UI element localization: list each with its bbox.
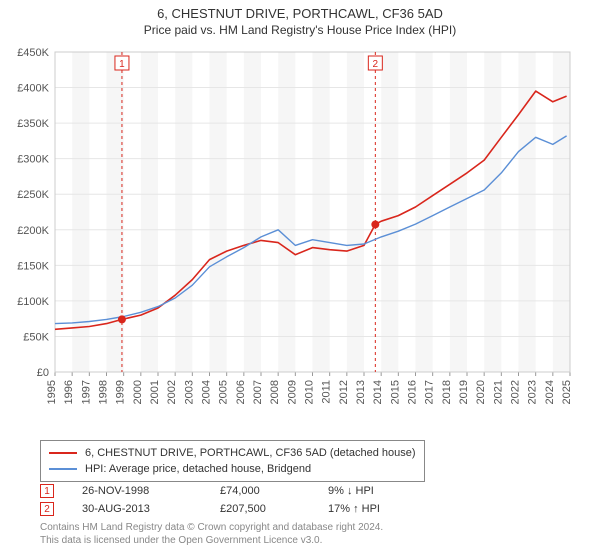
svg-text:2001: 2001 <box>149 380 161 404</box>
svg-text:2013: 2013 <box>355 380 367 404</box>
svg-text:2000: 2000 <box>132 380 144 404</box>
svg-text:1998: 1998 <box>98 380 110 404</box>
svg-text:2003: 2003 <box>183 380 195 404</box>
marker-date: 30-AUG-2013 <box>82 503 192 515</box>
marker-row: 1 26-NOV-1998 £74,000 9% ↓ HPI <box>40 482 438 500</box>
svg-text:1996: 1996 <box>63 380 75 404</box>
svg-text:2012: 2012 <box>338 380 350 404</box>
svg-text:1997: 1997 <box>80 380 92 404</box>
svg-text:2011: 2011 <box>321 380 333 404</box>
svg-text:2024: 2024 <box>544 380 556 404</box>
legend-label: HPI: Average price, detached house, Brid… <box>85 463 311 475</box>
svg-text:2018: 2018 <box>441 380 453 404</box>
svg-text:1: 1 <box>119 59 125 70</box>
chart-svg: £0 £50K £100K £150K £200K £250K £300K £350K £400… <box>0 44 600 434</box>
svg-text:£400K: £400K <box>17 83 49 95</box>
svg-text:£0: £0 <box>37 367 49 379</box>
svg-text:2004: 2004 <box>201 380 213 404</box>
marker-row: 2 30-AUG-2013 £207,500 17% ↑ HPI <box>40 500 438 518</box>
svg-text:2022: 2022 <box>510 380 522 404</box>
svg-text:2023: 2023 <box>527 380 539 404</box>
marker-table: 1 26-NOV-1998 £74,000 9% ↓ HPI 2 30-AUG-2013 £… <box>40 482 438 518</box>
chart-titles: 6, CHESTNUT DRIVE, PORTHCAWL, CF36 5AD P… <box>0 0 600 37</box>
marker-badge: 2 <box>40 502 54 516</box>
svg-text:2017: 2017 <box>424 380 436 404</box>
marker-date: 26-NOV-1998 <box>82 485 192 497</box>
chart-container: 6, CHESTNUT DRIVE, PORTHCAWL, CF36 5AD P… <box>0 0 600 560</box>
svg-text:2009: 2009 <box>286 380 298 404</box>
svg-text:2: 2 <box>373 59 379 70</box>
svg-text:£100K: £100K <box>17 296 49 308</box>
line-chart: £0 £50K £100K £150K £200K £250K £300K £350K £400… <box>0 44 600 434</box>
svg-text:£150K: £150K <box>17 260 49 272</box>
marker-price: £74,000 <box>220 485 300 497</box>
legend-label: 6, CHESTNUT DRIVE, PORTHCAWL, CF36 5AD (… <box>85 447 416 459</box>
legend-row: 6, CHESTNUT DRIVE, PORTHCAWL, CF36 5AD (… <box>49 445 416 461</box>
svg-text:£50K: £50K <box>23 331 49 343</box>
svg-text:£250K: £250K <box>17 189 49 201</box>
svg-text:2010: 2010 <box>304 380 316 404</box>
svg-text:2006: 2006 <box>235 380 247 404</box>
footer-attribution: Contains HM Land Registry data © Crown c… <box>40 522 383 547</box>
footer-line1: Contains HM Land Registry data © Crown c… <box>40 522 383 535</box>
svg-text:2002: 2002 <box>166 380 178 404</box>
svg-text:2005: 2005 <box>218 380 230 404</box>
svg-text:£350K: £350K <box>17 118 49 130</box>
svg-text:2008: 2008 <box>269 380 281 404</box>
footer-line2: This data is licensed under the Open Gov… <box>40 535 383 548</box>
marker-pct: 17% ↑ HPI <box>328 503 438 515</box>
svg-text:£450K: £450K <box>17 47 49 59</box>
legend-swatch <box>49 468 77 470</box>
chart-title-main: 6, CHESTNUT DRIVE, PORTHCAWL, CF36 5AD <box>0 6 600 21</box>
svg-text:2015: 2015 <box>389 380 401 404</box>
marker-price: £207,500 <box>220 503 300 515</box>
svg-text:2016: 2016 <box>407 380 419 404</box>
svg-text:1995: 1995 <box>46 380 58 404</box>
chart-legend: 6, CHESTNUT DRIVE, PORTHCAWL, CF36 5AD (… <box>40 440 425 482</box>
svg-text:1999: 1999 <box>115 380 127 404</box>
marker-pct: 9% ↓ HPI <box>328 485 438 497</box>
marker-badge: 1 <box>40 484 54 498</box>
svg-text:2019: 2019 <box>458 380 470 404</box>
svg-text:£200K: £200K <box>17 225 49 237</box>
svg-text:2021: 2021 <box>492 380 504 404</box>
svg-text:2007: 2007 <box>252 380 264 404</box>
chart-title-sub: Price paid vs. HM Land Registry's House … <box>0 23 600 37</box>
svg-text:£300K: £300K <box>17 154 49 166</box>
svg-text:2025: 2025 <box>561 380 573 404</box>
svg-text:2014: 2014 <box>372 380 384 404</box>
svg-text:2020: 2020 <box>475 380 487 404</box>
legend-swatch <box>49 452 77 454</box>
legend-row: HPI: Average price, detached house, Brid… <box>49 461 416 477</box>
